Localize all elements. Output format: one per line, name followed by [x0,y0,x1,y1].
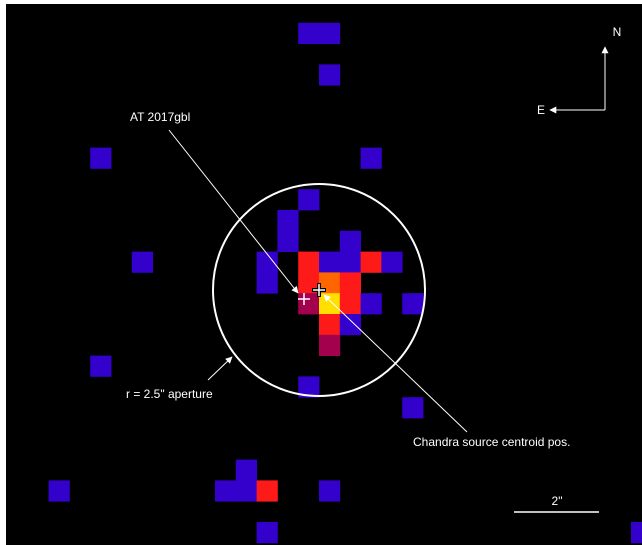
count-pixel-medium [256,480,278,502]
count-pixel-faint [319,251,341,273]
count-pixel-dim [319,334,341,356]
count-pixel-faint [631,522,642,544]
centroid-label: Chandra source centroid pos. [413,435,570,449]
count-pixel-faint [131,251,153,273]
count-pixel-faint [298,22,320,44]
count-pixel-faint [381,251,403,273]
count-pixel-peak [319,293,341,315]
scale-bar-label: 2" [552,494,563,508]
count-pixel-medium [319,314,341,336]
source-label-arrow [168,129,299,294]
count-pixel-faint [235,459,257,481]
aperture-label-arrow [207,356,233,381]
east-label: E [537,103,545,117]
count-pixel-faint [298,189,320,211]
centroid-label-arrow [323,294,468,433]
scale-bar: 2" [514,494,599,513]
count-pixel-faint [402,293,424,315]
count-pixel-faint [319,22,341,44]
centroid-marker [312,283,326,297]
count-pixel-medium [339,293,361,315]
count-pixel-faint [256,272,278,294]
north-label: N [613,25,622,39]
count-pixel-faint [90,355,112,377]
count-pixel-faint [256,251,278,273]
count-pixel-faint [277,230,299,252]
count-pixel-medium [298,251,320,273]
aperture-circle [212,183,426,397]
aperture-label: r = 2.5" aperture [126,387,213,401]
count-pixel-faint [48,480,70,502]
count-pixel-faint [277,210,299,232]
count-pixel-medium [360,251,382,273]
count-pixel-map [48,22,642,544]
count-pixel-faint [402,397,424,419]
count-pixel-faint [298,376,320,398]
count-pixel-faint [360,147,382,169]
count-pixel-faint [319,64,341,86]
source-position-marker [298,293,310,305]
count-pixel-faint [256,522,278,544]
count-pixel-faint [339,314,361,336]
count-pixel-faint [235,480,257,502]
count-pixel-faint [90,147,112,169]
count-pixel-faint [339,230,361,252]
count-pixel-dim [298,293,320,315]
count-pixel-medium [339,272,361,294]
count-pixel-faint [319,480,341,502]
source-name-label: AT 2017gbl [130,110,190,124]
compass: N E [537,25,621,117]
count-pixel-faint [339,251,361,273]
count-pixel-faint [360,293,382,315]
count-pixel-faint [215,480,237,502]
